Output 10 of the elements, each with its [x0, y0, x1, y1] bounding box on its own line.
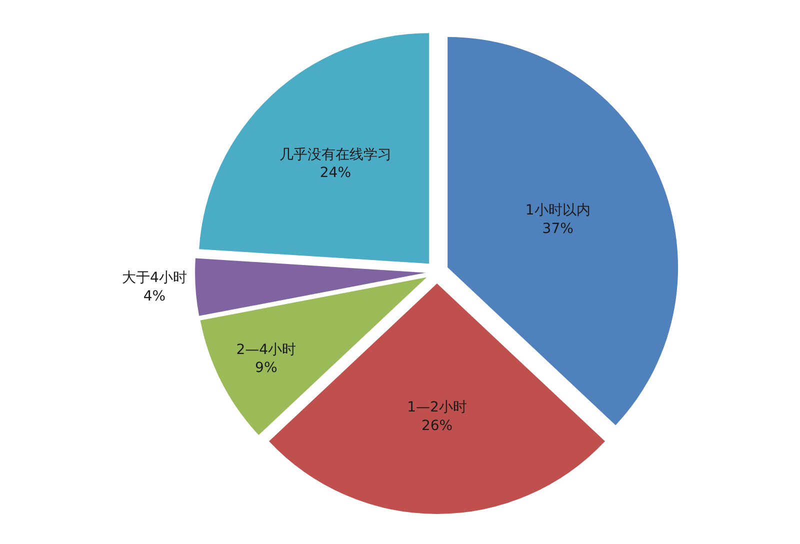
data-label: 4% [143, 288, 166, 304]
data-label: 37% [542, 220, 574, 237]
data-label: 26% [421, 418, 453, 434]
data-label: 9% [255, 360, 278, 376]
data-label: 24% [320, 164, 352, 181]
slice-label: 1—2小时 [407, 400, 467, 416]
slice-label: 几乎没有在线学习 [279, 146, 392, 163]
slice-label: 大于4小时 [122, 270, 187, 286]
slice-label: 2—4小时 [236, 342, 296, 358]
slice-label: 1小时以内 [525, 202, 590, 219]
